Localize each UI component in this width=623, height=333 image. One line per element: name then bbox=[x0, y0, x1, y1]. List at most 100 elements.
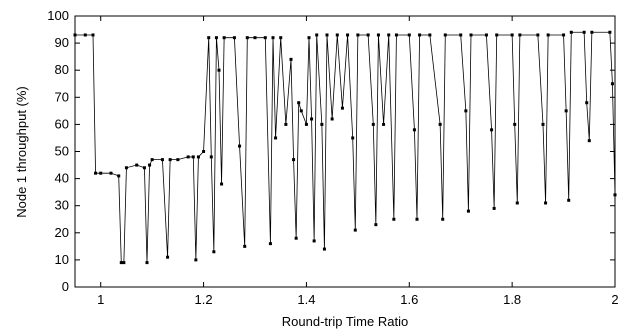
data-point bbox=[443, 33, 447, 37]
data-point bbox=[91, 33, 95, 37]
data-point bbox=[469, 33, 473, 37]
data-point bbox=[366, 33, 370, 37]
y-tick-label: 100 bbox=[47, 8, 69, 23]
data-point bbox=[438, 122, 442, 126]
data-point bbox=[117, 174, 121, 178]
x-tick-label: 1.4 bbox=[297, 292, 315, 307]
data-point bbox=[214, 36, 218, 40]
data-point bbox=[541, 122, 545, 126]
data-point bbox=[392, 217, 396, 221]
data-point bbox=[73, 33, 77, 37]
x-tick-label: 1.6 bbox=[400, 292, 418, 307]
data-point bbox=[135, 163, 139, 167]
data-point bbox=[376, 33, 380, 37]
data-point bbox=[330, 117, 334, 121]
data-point bbox=[212, 250, 216, 254]
data-point bbox=[353, 228, 357, 232]
data-point bbox=[567, 198, 571, 202]
y-axis-label: Node 1 throughput (%) bbox=[14, 86, 29, 218]
data-point bbox=[418, 33, 422, 37]
x-tick-label: 1 bbox=[97, 292, 104, 307]
data-point bbox=[168, 158, 172, 162]
data-point bbox=[510, 33, 514, 37]
data-point bbox=[351, 136, 355, 140]
y-tick-label: 40 bbox=[55, 171, 69, 186]
data-point bbox=[464, 109, 468, 113]
data-point bbox=[610, 82, 614, 86]
data-point bbox=[222, 36, 226, 40]
x-tick-label: 2 bbox=[611, 292, 618, 307]
data-point bbox=[484, 33, 488, 37]
data-point bbox=[415, 217, 419, 221]
y-tick-label: 50 bbox=[55, 144, 69, 159]
data-point bbox=[160, 158, 164, 162]
data-point bbox=[492, 206, 496, 210]
data-point bbox=[109, 171, 113, 175]
data-point bbox=[371, 122, 375, 126]
data-point bbox=[590, 30, 594, 34]
data-point bbox=[441, 217, 445, 221]
data-point bbox=[299, 109, 303, 113]
data-point bbox=[407, 33, 411, 37]
data-point bbox=[279, 36, 283, 40]
data-point bbox=[274, 136, 278, 140]
data-point bbox=[312, 239, 316, 243]
data-point bbox=[94, 171, 98, 175]
data-point bbox=[217, 68, 221, 72]
data-point bbox=[271, 36, 275, 40]
data-point bbox=[150, 158, 154, 162]
y-tick-label: 80 bbox=[55, 62, 69, 77]
data-point bbox=[253, 36, 257, 40]
data-point bbox=[263, 36, 267, 40]
y-tick-label: 30 bbox=[55, 198, 69, 213]
data-point bbox=[194, 258, 198, 262]
data-point bbox=[582, 30, 586, 34]
data-point bbox=[268, 242, 272, 246]
data-point bbox=[608, 30, 612, 34]
data-point bbox=[322, 247, 326, 251]
y-tick-label: 90 bbox=[55, 35, 69, 50]
data-point bbox=[546, 33, 550, 37]
data-line bbox=[75, 31, 616, 264]
data-point bbox=[585, 101, 589, 105]
data-point bbox=[124, 166, 128, 170]
x-axis-label: Round-trip Time Ratio bbox=[282, 314, 408, 329]
data-point bbox=[518, 33, 522, 37]
y-tick-label: 70 bbox=[55, 89, 69, 104]
data-point bbox=[83, 33, 87, 37]
data-point bbox=[490, 128, 494, 132]
data-point bbox=[325, 33, 329, 37]
data-point bbox=[232, 36, 236, 40]
data-point bbox=[243, 244, 247, 248]
data-point bbox=[428, 33, 432, 37]
data-point bbox=[459, 33, 463, 37]
data-point bbox=[613, 193, 617, 197]
plot-frame bbox=[74, 15, 616, 288]
data-point bbox=[562, 33, 566, 37]
data-point bbox=[412, 128, 416, 132]
data-point bbox=[209, 155, 213, 159]
data-point bbox=[544, 201, 548, 205]
data-point bbox=[335, 33, 339, 37]
data-point bbox=[310, 117, 314, 121]
data-point bbox=[536, 33, 540, 37]
data-point bbox=[346, 33, 350, 37]
data-point bbox=[148, 163, 152, 167]
data-point bbox=[304, 122, 308, 126]
x-tick-label: 1.2 bbox=[195, 292, 213, 307]
data-point bbox=[238, 144, 242, 148]
data-point bbox=[289, 57, 293, 61]
data-point bbox=[340, 106, 344, 110]
data-point bbox=[374, 223, 378, 227]
data-point bbox=[122, 261, 126, 265]
data-point bbox=[142, 166, 146, 170]
y-tick-label: 60 bbox=[55, 116, 69, 131]
x-tick-label: 1.8 bbox=[503, 292, 521, 307]
data-point bbox=[207, 36, 211, 40]
data-point bbox=[99, 171, 103, 175]
data-point bbox=[176, 158, 180, 162]
data-point bbox=[294, 236, 298, 240]
data-point bbox=[394, 33, 398, 37]
